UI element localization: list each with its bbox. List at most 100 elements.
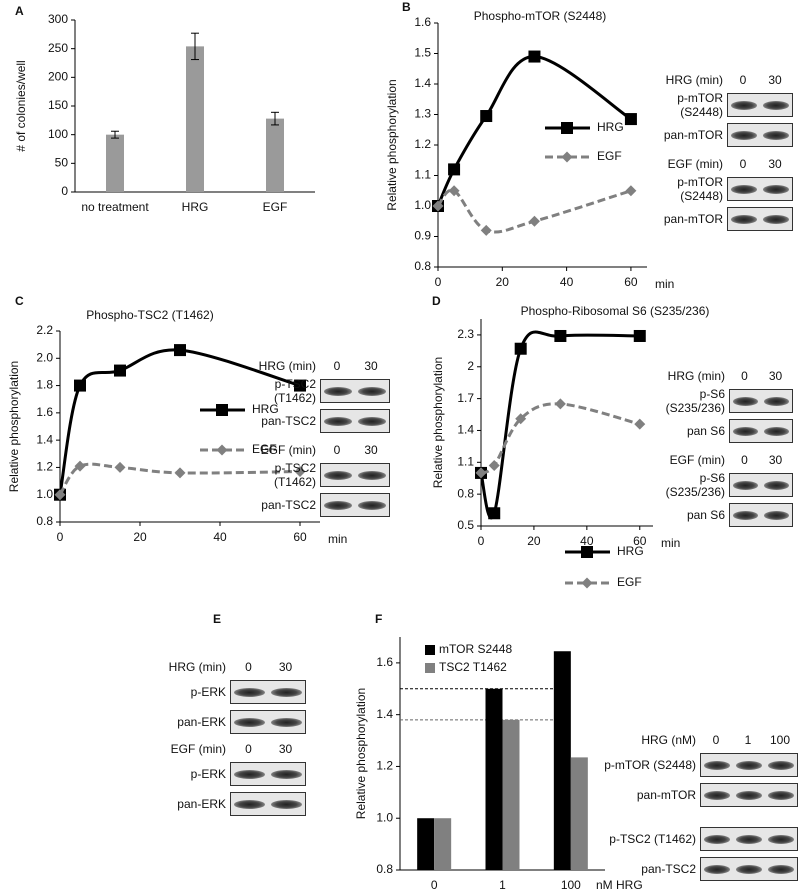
band <box>736 864 762 874</box>
x-tick-label: 40 <box>213 530 227 544</box>
marker <box>528 50 541 63</box>
western-blot: HRG (nM) 0 1 100 p-mTOR (S2448) pan-mTOR p-TSC… <box>598 730 798 895</box>
marker <box>554 329 567 342</box>
legend-label: HRG <box>252 402 279 416</box>
band <box>731 184 757 194</box>
x-tick-label: 100 <box>561 878 581 892</box>
marker <box>294 466 306 478</box>
blot-group: EGF (min) 0 30 p-S6 (S235/236) pan S6 <box>665 450 793 530</box>
y-tick-label: 150 <box>48 98 68 112</box>
blot-group: HRG (min) 0 30 p-TSC2 (T1462) pan-TSC2 <box>243 356 390 436</box>
marker <box>174 467 186 479</box>
x-axis-label: min <box>661 536 680 550</box>
treatment-label: HRG (min) <box>168 660 226 674</box>
y-tick-label: 0 <box>61 184 68 198</box>
y-tick-label: 1.6 <box>36 405 53 419</box>
marker <box>216 444 228 456</box>
treatment-label: EGF (min) <box>667 157 723 171</box>
legend-label: HRG <box>617 544 644 558</box>
y-tick-label: 0.8 <box>457 486 474 500</box>
band <box>358 386 386 396</box>
y-tick-label: 1.4 <box>414 76 431 90</box>
antibody-label: pan-TSC2 <box>641 862 696 876</box>
blot-row: p-ERK <box>140 759 306 789</box>
band <box>324 416 352 426</box>
band <box>234 769 265 779</box>
marker <box>528 215 540 227</box>
x-tick-label: 60 <box>633 534 647 548</box>
blot-image <box>700 857 798 881</box>
y-tick-label: 100 <box>48 127 68 141</box>
x-tick-label: 0 <box>478 534 485 548</box>
antibody-label: pan-mTOR <box>636 788 696 802</box>
marker <box>581 577 593 589</box>
blot-image <box>700 753 798 777</box>
marker <box>114 461 126 473</box>
marker <box>74 460 86 472</box>
marker <box>488 459 500 471</box>
antibody-label: pan-TSC2 <box>261 414 316 428</box>
marker <box>561 122 573 134</box>
blot-row: pan S6 <box>665 416 793 446</box>
y-axis-label: Relative phosphorylation <box>7 361 21 492</box>
marker <box>625 185 637 197</box>
marker <box>561 151 573 163</box>
treatment-label: HRG (min) <box>667 369 725 383</box>
error-bar <box>111 130 119 139</box>
band <box>358 470 386 480</box>
band <box>704 864 730 874</box>
bar <box>434 818 452 870</box>
marker <box>480 110 493 123</box>
western-blot: HRG (min) 0 30 p-S6 (S235/236) pan S6 EGF (mi… <box>665 366 793 534</box>
blot-row: pan-TSC2 <box>243 406 390 436</box>
lane-label: 0 <box>245 660 252 674</box>
blot-group: EGF (min) 0 30 p-ERK pan-ERK <box>140 739 306 819</box>
band <box>731 214 757 224</box>
x-tick-label: HRG <box>182 200 209 214</box>
antibody-label: p-mTOR (S2448) <box>677 91 723 119</box>
y-tick-label: 1.4 <box>457 423 474 437</box>
antibody-label: p-TSC2 (T1462) <box>609 832 696 846</box>
bar <box>106 134 124 192</box>
bar <box>417 818 435 870</box>
antibody-label: pan-mTOR <box>663 128 723 142</box>
marker <box>74 379 86 392</box>
antibody-label: pan S6 <box>686 424 725 438</box>
bar <box>553 651 571 870</box>
band <box>764 396 789 406</box>
marker <box>515 413 527 425</box>
lane-label: 0 <box>739 157 747 171</box>
y-tick-label: 0.8 <box>36 514 53 528</box>
blot-header: EGF (min) 0 30 <box>243 440 390 460</box>
western-blot: HRG (min) 0 30 p-ERK pan-ERK EGF (min) 0 30 p-ER… <box>140 657 306 821</box>
y-tick-label: 2.3 <box>457 327 474 341</box>
antibody-label: p-ERK <box>190 685 226 699</box>
band <box>736 790 762 800</box>
chart-title: Phospho-Ribosomal S6 (S235/236) <box>521 304 710 318</box>
band <box>768 790 794 800</box>
band <box>763 184 789 194</box>
lane-label: 0 <box>739 73 747 87</box>
blot-row: p-mTOR (S2448) <box>645 90 793 120</box>
blot-row: pan-mTOR <box>645 120 793 150</box>
blot-image <box>700 783 798 807</box>
y-tick-label: 2 <box>467 359 474 373</box>
antibody-label: pan-TSC2 <box>261 498 316 512</box>
y-axis-label: # of colonies/well <box>14 60 28 151</box>
band <box>324 470 352 480</box>
band <box>768 834 794 844</box>
blot-header: EGF (min) 0 30 <box>665 450 793 470</box>
blot-row: p-TSC2 (T1462) <box>598 824 798 854</box>
blot-image <box>727 93 793 117</box>
blot-group: HRG (min) 0 30 p-mTOR (S2448) pan-mTOR <box>645 70 793 150</box>
marker <box>448 163 461 176</box>
marker <box>448 185 460 197</box>
y-tick-label: 2.2 <box>36 323 53 337</box>
x-axis-label: min <box>655 277 674 291</box>
western-blot: HRG (min) 0 30 p-TSC2 (T1462) pan-TSC2 EGF (m… <box>243 356 390 524</box>
band <box>324 500 352 510</box>
y-tick-label: 1.4 <box>376 707 393 721</box>
x-tick-label: 0 <box>57 530 64 544</box>
legend-label: mTOR S2448 <box>439 642 512 656</box>
